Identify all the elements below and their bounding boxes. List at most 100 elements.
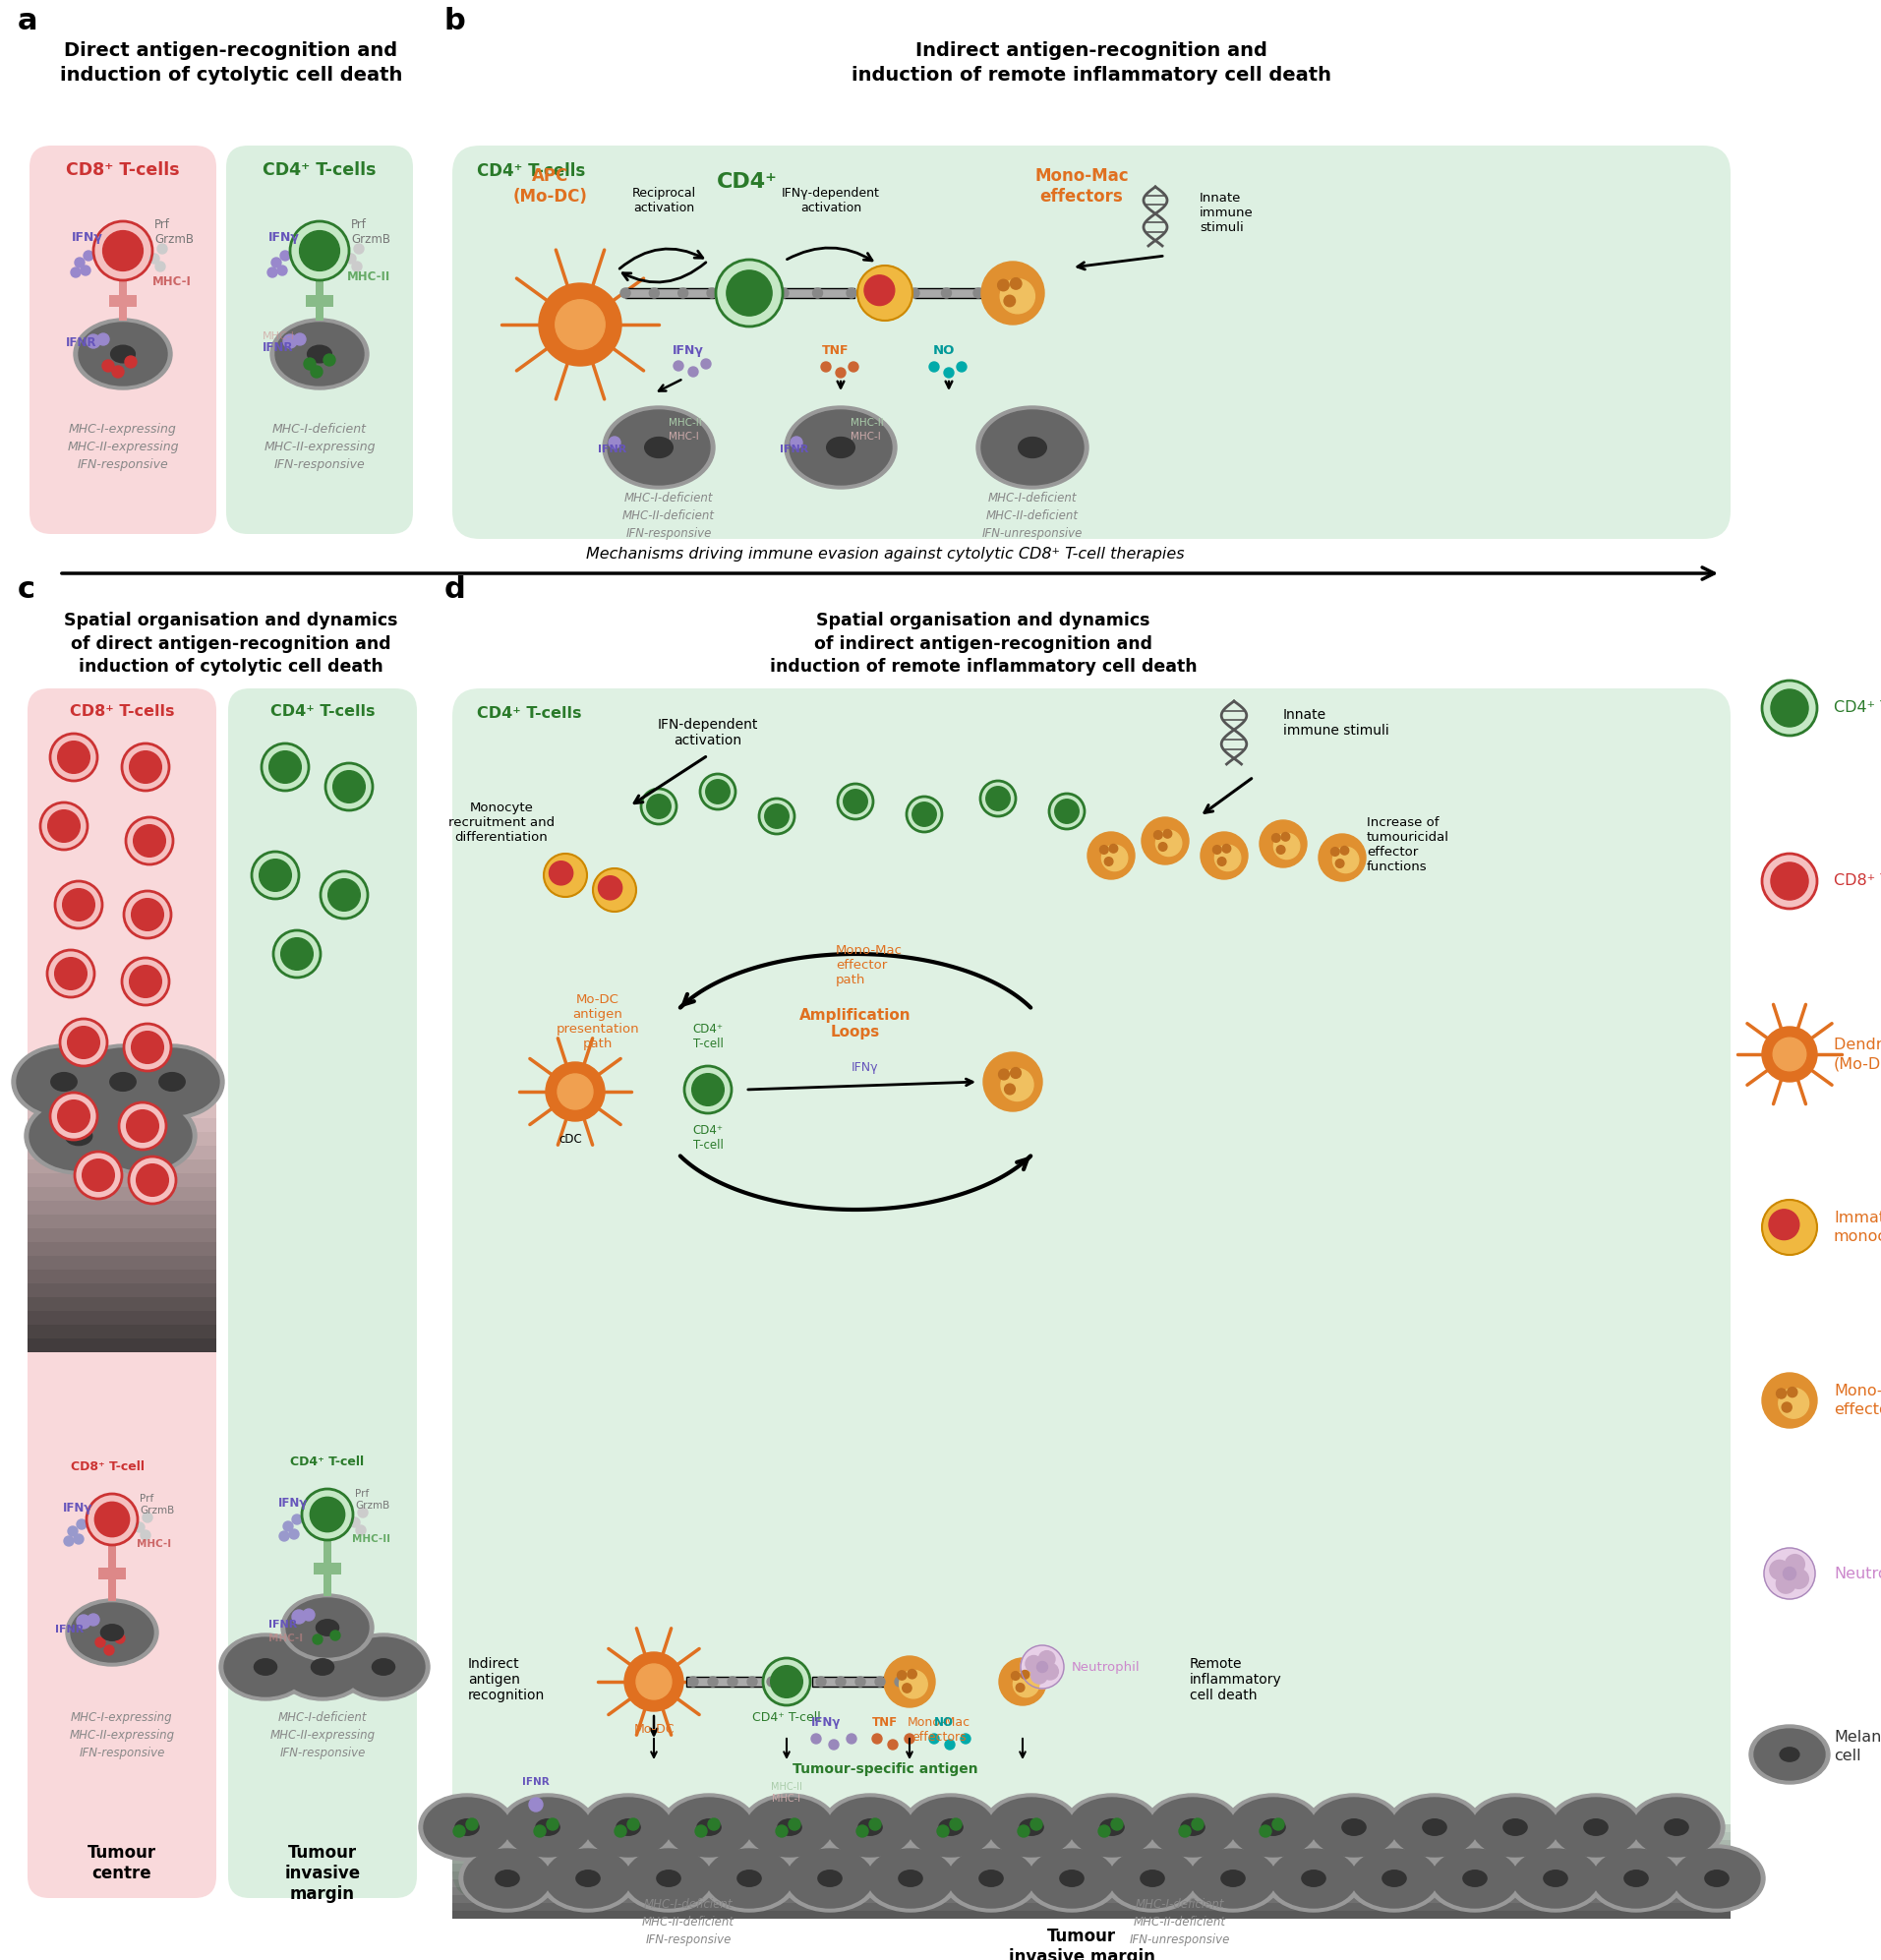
Circle shape [980,780,1016,815]
Ellipse shape [786,1848,873,1907]
Circle shape [598,876,623,900]
Text: IFNγ: IFNγ [269,231,299,243]
Text: Prf
GrzmB: Prf GrzmB [139,1494,175,1515]
Ellipse shape [1588,1844,1683,1911]
Ellipse shape [419,1793,515,1860]
Bar [451,1903,1731,1911]
Text: MHC-I-expressing
MHC-II-expressing
IFN-responsive: MHC-I-expressing MHC-II-expressing IFN-r… [70,1711,175,1760]
Circle shape [284,335,297,349]
Bar [451,1872,1731,1880]
Text: MHC-I-deficient
MHC-II-deficient
IFN-responsive: MHC-I-deficient MHC-II-deficient IFN-res… [641,1897,734,1946]
Circle shape [856,1676,865,1688]
Ellipse shape [254,1658,277,1676]
Ellipse shape [858,1819,882,1835]
Ellipse shape [277,1633,369,1701]
Ellipse shape [1512,1848,1599,1907]
Circle shape [1087,831,1134,880]
Circle shape [942,288,952,298]
Ellipse shape [737,1870,762,1886]
Text: Indirect
antigen
recognition: Indirect antigen recognition [468,1656,545,1703]
Text: Tumour
centre: Tumour centre [87,1844,156,1882]
Circle shape [907,796,942,831]
Text: Mo-DC
antigen
presentation
path: Mo-DC antigen presentation path [557,994,640,1051]
Text: CD8⁺ T-cells: CD8⁺ T-cells [70,704,175,719]
Circle shape [912,802,937,827]
Circle shape [811,1735,820,1744]
Ellipse shape [540,1844,636,1911]
Circle shape [1001,1068,1033,1102]
Circle shape [624,1652,683,1711]
Text: Prf
GrzmB: Prf GrzmB [154,218,194,245]
FancyBboxPatch shape [451,688,1731,1897]
Circle shape [77,1519,87,1529]
Ellipse shape [705,1848,792,1907]
Circle shape [905,1735,914,1744]
Circle shape [124,1023,171,1070]
Text: CD8⁺ T-cell: CD8⁺ T-cell [1834,874,1881,888]
Circle shape [1004,296,1016,306]
Ellipse shape [1100,1819,1125,1835]
Ellipse shape [111,345,135,363]
Circle shape [277,265,288,274]
FancyBboxPatch shape [226,145,414,533]
Circle shape [81,265,90,274]
Circle shape [51,733,98,780]
Circle shape [950,1819,961,1831]
Text: IFN-dependent
activation: IFN-dependent activation [658,717,758,747]
Circle shape [1272,833,1281,843]
Circle shape [292,1515,301,1525]
Ellipse shape [1149,1797,1236,1856]
Ellipse shape [102,1625,124,1641]
Circle shape [1213,845,1221,855]
FancyBboxPatch shape [451,145,1731,539]
Ellipse shape [1029,1848,1115,1907]
Circle shape [726,270,771,316]
FancyBboxPatch shape [687,1676,782,1688]
Circle shape [1768,1209,1800,1241]
Circle shape [1004,1084,1016,1094]
Circle shape [1010,278,1021,290]
Ellipse shape [17,1049,111,1115]
Text: IFNR: IFNR [523,1778,549,1788]
Circle shape [357,1507,369,1517]
Ellipse shape [275,323,363,386]
Ellipse shape [1584,1819,1608,1835]
Text: Direct antigen-recognition and
induction of cytolytic cell death: Direct antigen-recognition and induction… [60,41,403,84]
Circle shape [143,1513,152,1523]
Ellipse shape [1668,1844,1764,1911]
Circle shape [1762,680,1817,735]
Circle shape [538,284,621,367]
Circle shape [544,855,587,898]
Circle shape [707,288,717,298]
Circle shape [843,790,867,813]
Circle shape [984,1053,1042,1111]
Bar [28,1090,216,1103]
FancyBboxPatch shape [307,294,333,306]
Text: IFNγ: IFNγ [71,231,103,243]
Ellipse shape [980,1870,1003,1886]
Circle shape [982,261,1044,325]
Circle shape [897,1670,907,1680]
Ellipse shape [465,1848,551,1907]
Circle shape [1014,1672,1038,1697]
Circle shape [269,751,301,784]
Circle shape [1021,1670,1029,1680]
Circle shape [641,788,677,823]
Bar [28,1339,216,1352]
Circle shape [290,221,350,280]
Text: IFNR: IFNR [263,341,293,355]
Bar [451,1848,1731,1856]
Ellipse shape [94,1102,192,1170]
Ellipse shape [1110,1848,1196,1907]
Circle shape [858,265,912,321]
Bar [451,1895,1731,1903]
Ellipse shape [1749,1725,1830,1784]
Circle shape [87,335,100,349]
FancyBboxPatch shape [119,280,126,321]
Ellipse shape [307,345,331,363]
Text: IFNR: IFNR [781,445,809,455]
Ellipse shape [11,1045,117,1119]
Circle shape [816,1676,826,1688]
Circle shape [1179,1825,1191,1837]
Text: CD4⁺
T-cell: CD4⁺ T-cell [692,1125,722,1152]
